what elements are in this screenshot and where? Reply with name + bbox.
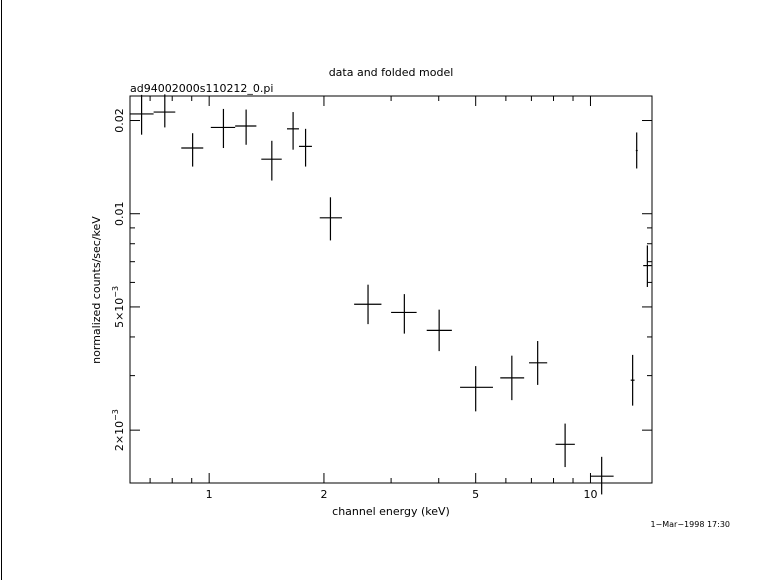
data-point <box>210 108 236 149</box>
x-tick-label: 2 <box>320 488 327 501</box>
data-point <box>529 341 548 385</box>
data-point <box>460 366 493 412</box>
y-tick-label: 0.01 <box>113 201 126 226</box>
data-points <box>129 94 652 495</box>
data-point <box>426 309 452 352</box>
timestamp-label: 1−Mar−1998 17:30 <box>650 520 730 529</box>
chart-subtitle: ad94002000s110212_0.pi <box>130 82 273 95</box>
x-tick-label: 5 <box>472 488 479 501</box>
data-point <box>643 245 652 287</box>
y-tick-label: 2×10−3 <box>111 409 126 451</box>
y-tick-label: 5×10−3 <box>111 286 126 328</box>
data-point <box>635 132 638 169</box>
data-point <box>354 284 382 325</box>
data-point <box>181 133 204 167</box>
data-point <box>298 128 312 167</box>
data-point <box>261 140 282 181</box>
data-point <box>286 112 299 150</box>
y-axis-label: normalized counts/sec/keV <box>90 216 103 364</box>
data-point <box>129 94 154 135</box>
x-axis-label: channel energy (keV) <box>332 505 450 518</box>
data-point <box>630 354 635 406</box>
y-tick-label: 0.02 <box>113 108 126 132</box>
data-point <box>235 109 257 145</box>
x-axis-ticks: 1 2 5 10 <box>149 96 597 501</box>
data-point <box>555 423 575 468</box>
data-point <box>500 355 525 401</box>
x-tick-label: 1 <box>206 488 213 501</box>
data-point <box>391 294 417 334</box>
x-tick-label: 10 <box>583 488 597 501</box>
data-point <box>153 94 176 128</box>
data-point <box>590 456 614 495</box>
plot-frame <box>129 95 653 484</box>
chart-title: data and folded model <box>329 66 454 79</box>
data-point <box>319 197 342 241</box>
